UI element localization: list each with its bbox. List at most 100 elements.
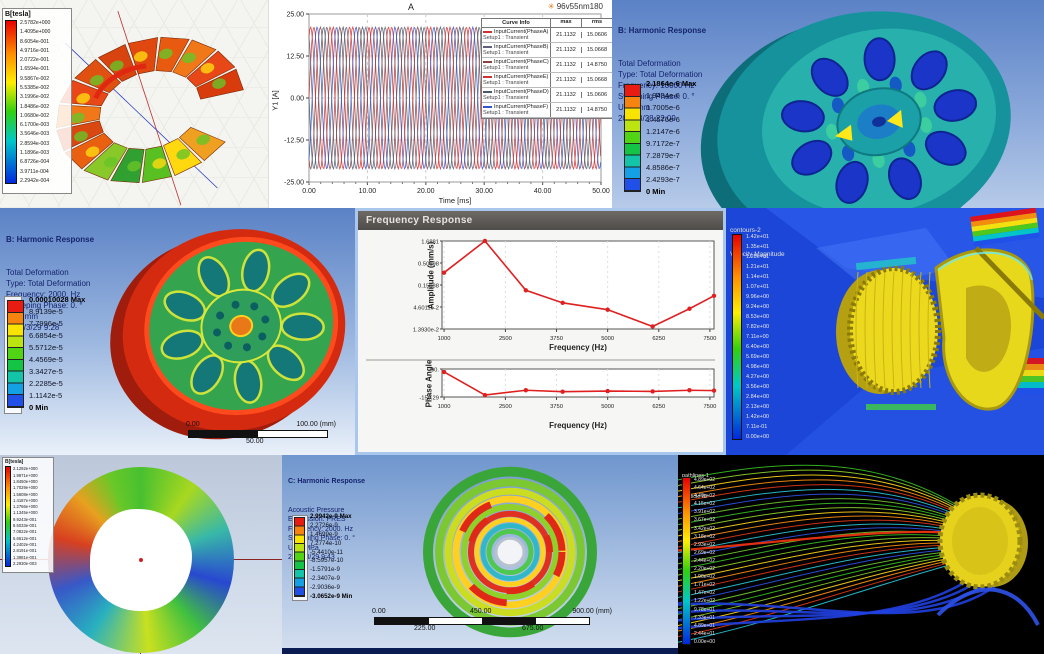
curve-color-swatch (483, 60, 492, 63)
transient-current-plot[interactable]: A ✳ 96v55nm180 Y1 [A] 25.00 12.50 0.00 -12.… (268, 0, 613, 208)
table-cell: InputCurrent(PhaseA) Setup1 : Transient (482, 28, 551, 42)
phase-plot[interactable]: 90. -150.29 1000 2500 3750 5000 6250 7500 (358, 363, 726, 421)
svg-text:30.00: 30.00 (475, 188, 493, 195)
legend-value: 4.9716e-001 (20, 47, 50, 54)
legend-value: 4.98e+00 (746, 364, 770, 370)
stator-torus-model (56, 10, 244, 206)
curve-row: InputCurrent(PhaseD) Setup1 : Transient 21… (482, 88, 612, 103)
colorbar (294, 517, 305, 597)
viewport-particle-pathlines[interactable]: pathlines-1 Particle ID 4.89e+02 4.64e+02… (678, 455, 1044, 654)
svg-text:2500: 2500 (499, 336, 512, 342)
legend-value: 1.0680e-002 (20, 112, 50, 119)
viewport-magnetostatic-torus[interactable]: B[tesla] 2.5782e+000 1.4095e+000 8.6054e-0… (0, 0, 268, 208)
legend-value: 5.5712e-5 (29, 343, 63, 352)
colorbar (732, 234, 742, 440)
svg-text:7500: 7500 (703, 336, 716, 342)
viewport-bfield-ring[interactable]: B[tesla] 2.1292e+000 1.9871e+000 1.8450e+0… (0, 455, 282, 654)
svg-text:90.: 90. (431, 368, 439, 374)
legend-value: 3.67e+02 (694, 517, 715, 524)
legend-value: 1.1345e+000 (13, 510, 38, 516)
legend-value: 4.8586e-7 (646, 163, 680, 172)
colorbar (682, 477, 691, 645)
svg-text:12.50: 12.50 (286, 54, 304, 61)
legend-value: 0.00e+00 (746, 434, 770, 440)
legend-value: -3.0652e-9 Min (310, 592, 353, 600)
legend-value: 1.21e+01 (746, 264, 770, 270)
legend-value: 2.20e+02 (694, 566, 715, 573)
svg-text:6250: 6250 (652, 336, 665, 342)
svg-text:4.6011e-2: 4.6011e-2 (413, 306, 439, 312)
legend-value: -2.3407e-9 (310, 575, 340, 583)
legend-value: 0.00e+00 (694, 638, 715, 645)
svg-text:0.00: 0.00 (302, 188, 316, 195)
legend-value: 2.69e+02 (694, 549, 715, 556)
legend-value: 7.11e-01 (746, 424, 768, 430)
window-title-bar[interactable]: Frequency Response (358, 211, 723, 230)
table-cell: InputCurrent(PhaseC) Setup1 : Transient (482, 58, 551, 72)
legend-value: 2.2942e-004 (20, 177, 50, 184)
svg-text:0.00: 0.00 (290, 96, 304, 103)
fan-gear (836, 265, 941, 395)
viewport-cfd-velocity[interactable]: contours-2 Velocity Magnitude 1.42e+01 1.… (726, 208, 1044, 455)
viewport-harmonic-response-2000hz[interactable]: B: Harmonic Response Total Deformation Ty… (0, 208, 355, 455)
amplitude-plot[interactable]: 1.6881 0.50198 0.15138 4.6011e-2 1.3930e-2 10… (358, 235, 726, 347)
legend-value: 9.5867e-002 (20, 75, 50, 82)
legend-value: 3.9711e-004 (20, 168, 49, 175)
legend-value: 1.8486e-002 (20, 103, 50, 110)
legend-value: 1.42e+00 (746, 414, 770, 420)
legend-value: 7.7996e-5 (29, 319, 63, 328)
legend-value: 1.47e+02 (694, 590, 715, 597)
legend-value: 1.96e+02 (694, 574, 715, 581)
curve-color-swatch (483, 30, 492, 33)
pressure-legend: 2.9942e-9 Max 2.2726e-9 1.4699e-9 7.2774e-1… (294, 513, 352, 600)
table-header: rms (591, 19, 603, 25)
legend-value: 7.82e+00 (746, 324, 770, 330)
legend-value: 4.89e+02 (694, 477, 715, 483)
svg-text:1000: 1000 (438, 336, 451, 342)
disc-group (423, 466, 597, 638)
design-name-label: ✳ 96v55nm180 (547, 2, 603, 11)
scale-ruler: 0.00 100.00 (mm) 50.00 (186, 421, 336, 445)
response-curve (443, 371, 715, 396)
legend-value: -2.9036e-9 (310, 584, 340, 591)
svg-text:6250: 6250 (652, 404, 665, 410)
table-cell: InputCurrent(PhaseF) Setup1 : Transient (482, 103, 551, 117)
legend-value: 1.14e+01 (746, 274, 770, 280)
result-title: B: Harmonic Response (618, 26, 707, 35)
legend-value: 1.1896e-003 (20, 149, 50, 156)
curve-row: InputCurrent(PhaseC) Setup1 : Transient 21… (482, 58, 612, 73)
table-header: max (551, 19, 582, 27)
viewport-acoustic-pressure[interactable]: C: Harmonic Response Acoustic Pressure Ex… (282, 455, 678, 654)
gear-model (937, 492, 1028, 590)
svg-text:1000: 1000 (438, 404, 451, 410)
legend-value: 2.8594e-003 (20, 140, 50, 147)
legend-value: 9.96e+00 (746, 294, 770, 300)
result-info-line: Type: Total Deformation (618, 70, 703, 79)
result-info-line: Type: Total Deformation (6, 279, 91, 288)
legend-title: B[tesla] (5, 459, 24, 465)
legend-value: 1.4187e+000 (13, 497, 38, 503)
table-cell: InputCurrent(PhaseB) Setup1 : Transient (482, 43, 551, 57)
legend-value: 1.4699e-9 (310, 530, 338, 538)
legend-value: 0 Min (646, 187, 666, 196)
legend-value: 2.44e+02 (694, 557, 715, 564)
frequency-response-window: Frequency Response Amplitude (mm/s) 1.68… (355, 208, 726, 455)
viewport-harmonic-response-10000hz[interactable]: B: Harmonic Response Total Deformation Ty… (612, 0, 1044, 208)
result-title: B: Harmonic Response (6, 235, 95, 244)
result-info-line: Total Deformation (6, 268, 69, 277)
svg-text:5000: 5000 (601, 336, 614, 342)
origin-marker (139, 558, 143, 562)
legend-value: 3.18e+02 (694, 533, 715, 540)
curve-row: InputCurrent(PhaseF) Setup1 : Transient 21… (482, 103, 612, 118)
legend-value: 9.24e+00 (746, 304, 770, 310)
legend-value: 1.35e+01 (746, 244, 770, 250)
legend-value: -5.4410e-11 (310, 548, 343, 556)
legend-value: 7.33e+01 (694, 614, 715, 621)
acoustic-disc-model (423, 466, 597, 638)
legend-value: 1.07e+01 (746, 284, 770, 290)
legend-value: 1.22e+02 (694, 598, 715, 605)
colorbar (7, 300, 24, 408)
legend-value: 8.9139e-5 (29, 307, 63, 316)
legend-title: B[tesla] (5, 11, 31, 18)
